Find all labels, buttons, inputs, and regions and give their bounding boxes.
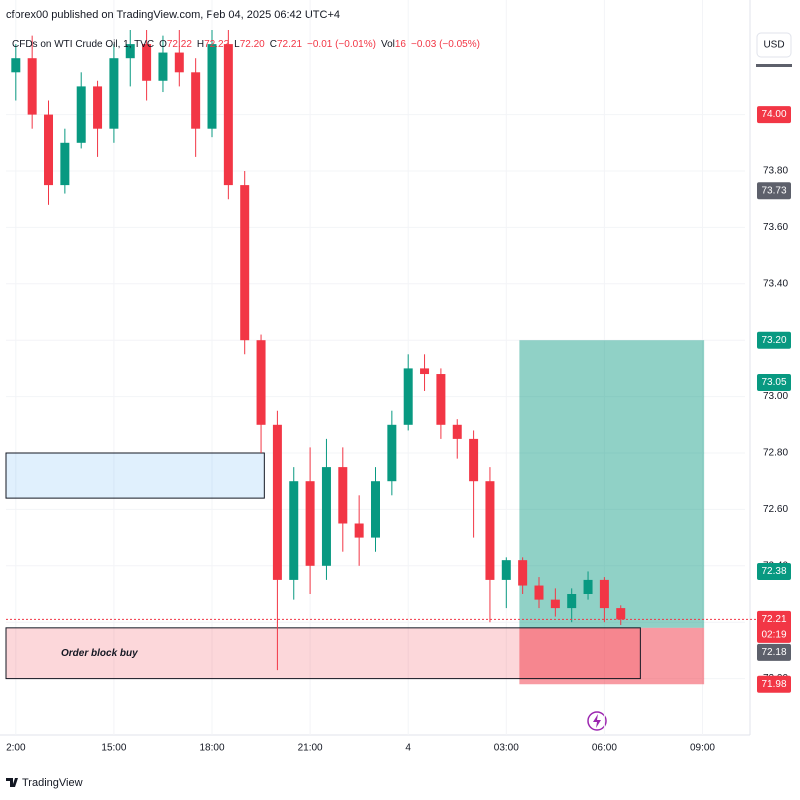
candle-body: [191, 72, 201, 129]
candle-body: [403, 368, 413, 425]
candle-body: [174, 52, 184, 73]
candle-body: [125, 44, 135, 59]
candle-body: [11, 58, 21, 73]
x-tick-label: 18:00: [199, 743, 224, 754]
candle-body: [109, 58, 119, 129]
legend-vl: Vol: [381, 39, 395, 50]
y-tick-label: 72.60: [763, 504, 788, 515]
candle-body: [76, 86, 86, 143]
price-tag-label: 71.98: [761, 679, 786, 690]
candle-body: [27, 58, 37, 115]
candle-body: [420, 368, 430, 375]
legend: CFDs on WTI Crude Oil, 1, TVC O72.22 H72.2…: [12, 39, 480, 50]
brand: TradingView: [22, 777, 83, 789]
candle-body: [142, 44, 152, 81]
candle-body: [567, 594, 577, 609]
legend-vv: 16: [395, 39, 407, 50]
x-tick-label: 09:00: [690, 743, 715, 754]
scale-handle: [756, 64, 792, 67]
tv-logo: TradingView: [6, 777, 83, 789]
y-tick-label: 73.80: [763, 166, 788, 177]
candle-body: [469, 438, 479, 482]
legend-ch: −0.01 (−0.01%): [307, 39, 376, 50]
candle-body: [387, 424, 397, 482]
legend-lv: 72.20: [240, 39, 265, 50]
y-tick-label: 73.00: [763, 391, 788, 402]
candle-body: [93, 86, 103, 129]
lightning-icon[interactable]: [587, 711, 607, 731]
currency: USD: [763, 40, 784, 51]
x-tick-label: 15:00: [101, 743, 126, 754]
y-tick-label: 72.80: [763, 448, 788, 459]
candle-body: [616, 608, 626, 620]
candle-body: [485, 481, 495, 580]
price-tag-label: 74.00: [761, 109, 786, 120]
candle-body: [452, 424, 462, 439]
countdown: 02:19: [761, 630, 786, 641]
price-tag: [757, 106, 791, 124]
legend-hv: 72.22: [204, 39, 229, 50]
legend-o: O: [159, 39, 167, 50]
candle-body: [518, 560, 528, 586]
candle-body: [207, 44, 217, 129]
candle-body: [550, 599, 560, 609]
candle-body: [354, 523, 364, 538]
x-tick-label: 03:00: [494, 743, 519, 754]
legend-l: L: [234, 39, 240, 50]
candle-body: [240, 185, 250, 341]
legend-cv: 72.21: [277, 39, 302, 50]
price-tag: [757, 331, 791, 349]
candle-body: [338, 467, 348, 524]
zone: [5, 627, 641, 680]
price-tag: [757, 675, 791, 693]
legend-c: C: [270, 39, 277, 50]
y-tick-label: 73.40: [763, 278, 788, 289]
zone-label: Order block buy: [61, 648, 138, 659]
candle-body: [534, 585, 544, 600]
loss-zone: [519, 627, 705, 685]
candle-body: [583, 579, 593, 594]
candle-body: [256, 340, 266, 425]
price-tag: [757, 610, 791, 643]
candle-body: [599, 579, 609, 609]
legend-ov: 72.22: [167, 39, 192, 50]
candle-body: [289, 481, 299, 580]
candle-body: [371, 481, 380, 538]
x-tick-label: 4: [405, 743, 411, 754]
candle-body: [436, 374, 446, 425]
price-tag-label: 73.05: [761, 377, 786, 388]
currency-button[interactable]: [756, 32, 792, 58]
x-tick-label: 21:00: [298, 743, 323, 754]
price-tag-label: 72.21: [761, 614, 786, 625]
price-tag: [757, 643, 791, 661]
price-tag: [757, 562, 791, 580]
candle-body: [223, 44, 233, 186]
legend-title: CFDs on WTI Crude Oil, 1, TVC: [12, 39, 154, 50]
candle-body: [60, 142, 70, 186]
candle-body: [501, 560, 511, 580]
price-tag-label: 73.20: [761, 335, 786, 346]
y-tick-label: 73.60: [763, 222, 788, 233]
profit-zone: [519, 340, 705, 628]
x-tick-label: 2:00: [6, 743, 26, 754]
x-tick-label: 06:00: [592, 743, 617, 754]
candle-body: [321, 467, 331, 566]
candle-body: [272, 424, 282, 580]
legend-vc: −0.03 (−0.05%): [411, 39, 480, 50]
byline: cforex00 published on TradingView.com, F…: [6, 9, 340, 21]
candle-body: [305, 481, 315, 566]
price-tag-label: 72.38: [761, 566, 786, 577]
candle-body: [158, 52, 168, 81]
price-tag-label: 73.73: [761, 185, 786, 196]
price-tag: [757, 182, 791, 200]
candle-body: [44, 114, 54, 186]
zone: [5, 452, 265, 499]
price-tag: [757, 374, 791, 391]
legend-h: H: [197, 39, 204, 50]
price-tag-label: 72.18: [761, 647, 786, 658]
